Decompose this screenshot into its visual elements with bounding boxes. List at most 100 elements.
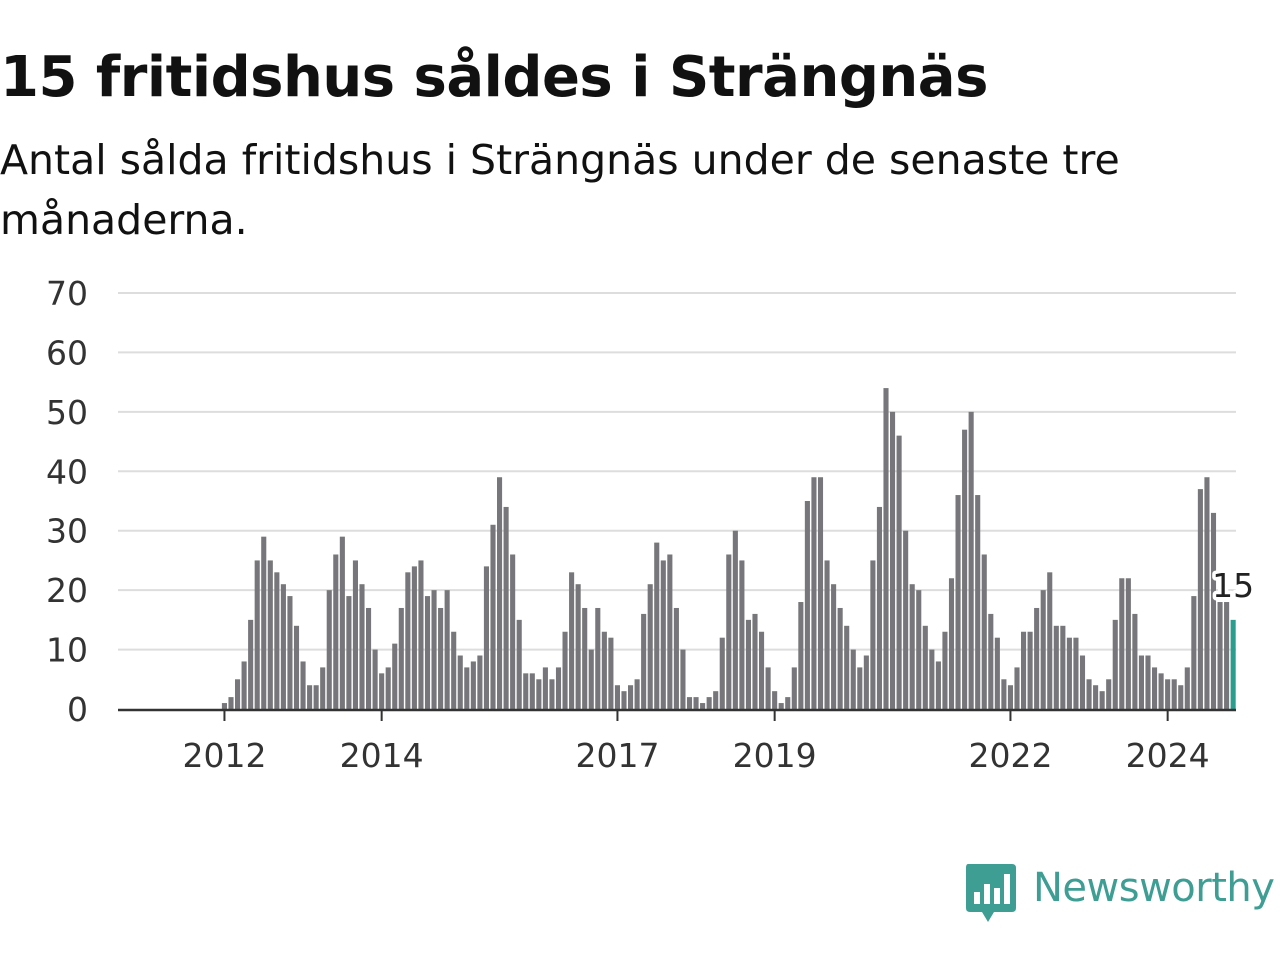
bar (817, 477, 824, 709)
bar (464, 667, 470, 709)
bar (221, 703, 227, 709)
bar (614, 685, 620, 709)
bar (1001, 679, 1007, 709)
bar (398, 607, 404, 709)
y-tick-label: 70 (46, 274, 88, 313)
bar (313, 685, 319, 709)
bar (660, 560, 666, 709)
bar (274, 572, 280, 709)
highlight-bar (1230, 619, 1236, 709)
bar (405, 572, 411, 709)
bar (975, 495, 981, 709)
bar (503, 506, 509, 709)
bar (608, 637, 614, 709)
bar (1178, 685, 1184, 709)
bar (451, 631, 457, 709)
bar (536, 679, 542, 709)
bar (411, 566, 417, 709)
bar (1073, 637, 1079, 709)
bar (811, 477, 817, 709)
bar (346, 596, 352, 709)
bar (497, 477, 503, 709)
bar (654, 542, 660, 709)
bar (510, 554, 516, 709)
bar (968, 411, 974, 709)
bar (444, 590, 450, 709)
bar (588, 649, 594, 709)
bar (1125, 578, 1131, 709)
newsworthy-logo-icon (966, 864, 1016, 922)
bar (693, 697, 699, 709)
bar (1165, 679, 1171, 709)
bar (1047, 572, 1053, 709)
bar (732, 530, 738, 709)
bar (516, 619, 522, 709)
bar (1210, 512, 1217, 709)
bar (241, 661, 247, 709)
bar (562, 631, 568, 709)
bar (261, 536, 267, 709)
bar (366, 607, 372, 709)
bar (293, 625, 300, 709)
bar (883, 388, 889, 709)
bar (1112, 619, 1118, 709)
bar (372, 649, 378, 709)
y-tick-label: 50 (46, 393, 88, 432)
x-axis-tick-labels: 2012 2014 2017 2019 2022 2024 (182, 711, 1210, 775)
bar (248, 619, 254, 709)
bar (280, 584, 286, 709)
bar (798, 602, 804, 709)
bar (1145, 655, 1151, 709)
bar (438, 607, 444, 709)
bar (903, 530, 909, 709)
bar (1093, 685, 1099, 709)
chart-subtitle: Antal sålda fritidshus i Strängnäs under… (0, 136, 1120, 244)
bar (686, 697, 693, 709)
bar (909, 584, 915, 709)
bar (1191, 596, 1197, 709)
bar (844, 625, 850, 709)
bar (1060, 625, 1066, 709)
bar (713, 691, 719, 709)
bar (935, 661, 941, 709)
bar (857, 667, 863, 709)
bar (641, 613, 647, 709)
bar (300, 661, 306, 709)
bar (621, 691, 627, 709)
bar (352, 560, 358, 709)
y-axis-tick-labels: 0 10 20 30 40 50 60 70 (46, 274, 88, 729)
bar (1184, 667, 1190, 709)
bar (1204, 477, 1210, 709)
bar (896, 435, 902, 709)
bar (955, 495, 961, 709)
bar (595, 607, 601, 709)
bar (267, 560, 273, 709)
bar (916, 590, 922, 709)
bar (333, 554, 339, 709)
bar (483, 566, 489, 709)
bar (1138, 655, 1144, 709)
bar (529, 673, 535, 709)
bar (431, 590, 437, 709)
bar (876, 506, 882, 709)
bar (1066, 637, 1072, 709)
bar (863, 655, 869, 709)
bar (385, 667, 391, 709)
bar (785, 697, 791, 709)
x-tick-label: 2019 (733, 736, 817, 775)
bar (890, 411, 896, 709)
bar (628, 685, 634, 709)
bar (477, 655, 483, 709)
bar (1014, 667, 1020, 709)
bar (1171, 679, 1177, 709)
bar (1217, 602, 1223, 709)
bar (942, 631, 948, 709)
bar (1106, 679, 1112, 709)
y-tick-label: 10 (46, 631, 88, 670)
y-tick-label: 0 (67, 690, 88, 729)
bar (752, 613, 758, 709)
bar (634, 679, 640, 709)
bar (582, 607, 588, 709)
y-tick-label: 40 (46, 452, 88, 491)
bar (981, 554, 987, 709)
